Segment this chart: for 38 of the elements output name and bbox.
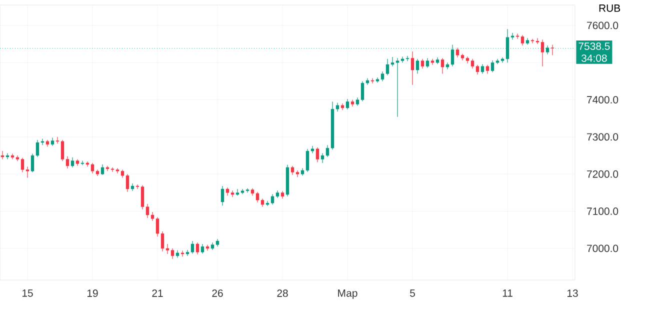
candlestick xyxy=(206,244,210,251)
candlestick xyxy=(410,51,414,86)
x-tick-label: 11 xyxy=(502,290,512,297)
y-tick-label: 7300.0 xyxy=(587,133,618,141)
candlestick xyxy=(70,157,74,168)
candlestick xyxy=(440,58,444,74)
y-axis-title: RUB xyxy=(599,4,620,12)
x-tick-label: 19 xyxy=(87,290,98,297)
y-tick-label: 7000.0 xyxy=(587,244,618,252)
candlestick xyxy=(370,78,374,84)
x-tick-label: 28 xyxy=(277,290,288,297)
candlestick xyxy=(50,137,54,146)
y-tick-label: 7200.0 xyxy=(587,170,618,178)
candlestick xyxy=(430,58,434,66)
candlestick xyxy=(480,64,484,74)
x-tick-label: 26 xyxy=(212,290,223,297)
y-tick-label: 7400.0 xyxy=(587,96,618,104)
y-tick-label: 7100.0 xyxy=(587,208,618,215)
candlestick xyxy=(420,58,424,69)
candlestick xyxy=(426,58,430,68)
x-tick-label: 15 xyxy=(22,290,33,297)
candlestick xyxy=(200,244,204,254)
x-tick-label: 5 xyxy=(410,290,415,297)
y-tick-label: 7600.0 xyxy=(587,22,618,30)
ref-line-label: 7538.5 xyxy=(578,42,610,50)
candlestick xyxy=(346,98,350,110)
x-tick-label: 13 xyxy=(567,290,578,297)
candlestick xyxy=(316,147,320,162)
candlestick xyxy=(100,164,104,176)
x-tick-label: Мар xyxy=(338,290,358,299)
candlestick xyxy=(416,58,420,74)
candlestick xyxy=(196,242,200,255)
candlestick xyxy=(180,250,184,257)
candlestick xyxy=(0,150,4,160)
candlestick xyxy=(220,186,224,206)
candlestick xyxy=(550,44,554,56)
x-tick-label: 21 xyxy=(152,290,163,297)
text: 34:08 xyxy=(582,54,607,62)
